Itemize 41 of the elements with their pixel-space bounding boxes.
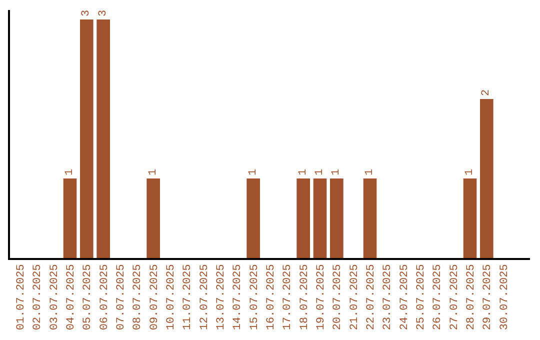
x-tick-label: 13.07.2025 [216,264,228,330]
x-tick-label: 08.07.2025 [132,264,144,330]
x-tick-label: 05.07.2025 [82,264,94,330]
x-tick-label: 16.07.2025 [266,264,278,330]
data-label: 1 [364,168,376,176]
data-label: 1 [147,168,160,176]
data-label: 1 [464,168,476,176]
data-label: 3 [80,10,93,17]
x-tick-label: 02.07.2025 [32,264,44,330]
x-tick-label: 17.07.2025 [282,264,294,330]
x-tick-label: 03.07.2025 [48,264,61,330]
data-label: 1 [297,168,310,176]
data-label: 2 [480,89,493,96]
x-tick-label: 06.07.2025 [98,264,111,330]
x-tick-label: 20.07.2025 [332,264,344,330]
data-label: 1 [247,168,260,176]
x-tick-label: 25.07.2025 [416,264,428,330]
x-tick-label: 14.07.2025 [232,264,244,330]
x-tick-label: 28.07.2025 [466,264,478,330]
x-tick-label: 30.07.2025 [498,264,511,330]
x-tick-label: 21.07.2025 [348,264,361,330]
x-tick-label: 11.07.2025 [182,264,194,330]
x-tick-label: 19.07.2025 [316,264,328,330]
x-tick-label: 15.07.2025 [248,264,261,330]
data-label: 1 [330,168,343,176]
x-tick-label: 01.07.2025 [16,264,28,330]
x-tick-label: 04.07.2025 [66,264,78,330]
x-tick-label: 23.07.2025 [382,264,394,330]
x-tick-label: 10.07.2025 [166,264,178,330]
x-tick-label: 29.07.2025 [482,264,494,330]
x-tick-label: 26.07.2025 [432,264,444,330]
x-tick-label: 12.07.2025 [198,264,211,330]
x-tick-label: 27.07.2025 [448,264,461,330]
data-label: 3 [97,10,110,17]
x-tick-label: 18.07.2025 [298,264,311,330]
x-tick-label: 22.07.2025 [366,264,378,330]
x-tick-label: 24.07.2025 [398,264,411,330]
x-tick-label: 07.07.2025 [116,264,128,330]
data-label: 1 [64,168,76,176]
data-label: 1 [314,168,326,176]
x-tick-label: 09.07.2025 [148,264,161,330]
